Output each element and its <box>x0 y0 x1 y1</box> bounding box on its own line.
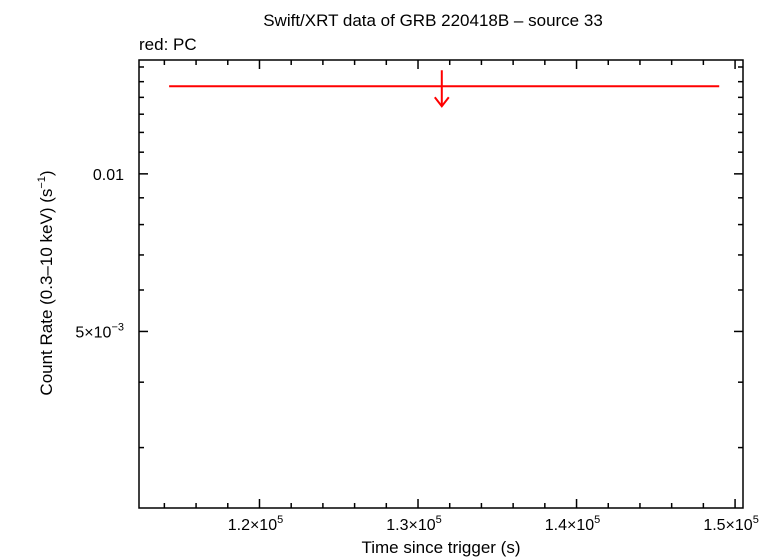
x-tick-label-exponent: 5 <box>594 514 600 526</box>
x-tick-label-exponent: 5 <box>277 514 283 526</box>
x-tick-label: 1.3×105 <box>386 514 442 534</box>
data-layer <box>169 70 720 108</box>
y-tick-label: 0.01 <box>93 167 124 184</box>
upper-limit-arrow-head <box>434 96 450 108</box>
y-tick-label-exponent: −3 <box>111 321 124 333</box>
chart-title: Swift/XRT data of GRB 220418B – source 3… <box>263 11 603 30</box>
x-tick-label: 1.5×105 <box>703 514 759 534</box>
x-tick-label-mantissa: 1.3×10 <box>386 517 435 534</box>
y-tick-label-mantissa: 0.01 <box>93 167 124 184</box>
plot-frame <box>138 59 744 509</box>
y-axis-label-main: Count Rate (0.3–10 keV) (s <box>37 189 56 396</box>
x-tick-label: 1.4×105 <box>545 514 601 534</box>
chart-subtitle: red: PC <box>139 35 197 54</box>
y-axis-label-sup: −1 <box>36 176 48 189</box>
y-tick-label: 5×10−3 <box>75 321 124 341</box>
x-tick-label-mantissa: 1.4×10 <box>545 517 594 534</box>
x-tick-label-mantissa: 1.5×10 <box>703 517 752 534</box>
x-tick-label: 1.2×105 <box>228 514 284 534</box>
x-tick-label-exponent: 5 <box>436 514 442 526</box>
y-tick-label-mantissa: 5×10 <box>75 324 111 341</box>
y-axis-label-close: ) <box>37 170 56 176</box>
x-axis-label: Time since trigger (s) <box>361 538 520 557</box>
x-tick-label-exponent: 5 <box>753 514 759 526</box>
axis-ticks <box>139 60 743 508</box>
x-tick-label-mantissa: 1.2×10 <box>228 517 277 534</box>
y-axis-label: Count Rate (0.3–10 keV) (s−1) <box>36 170 56 395</box>
